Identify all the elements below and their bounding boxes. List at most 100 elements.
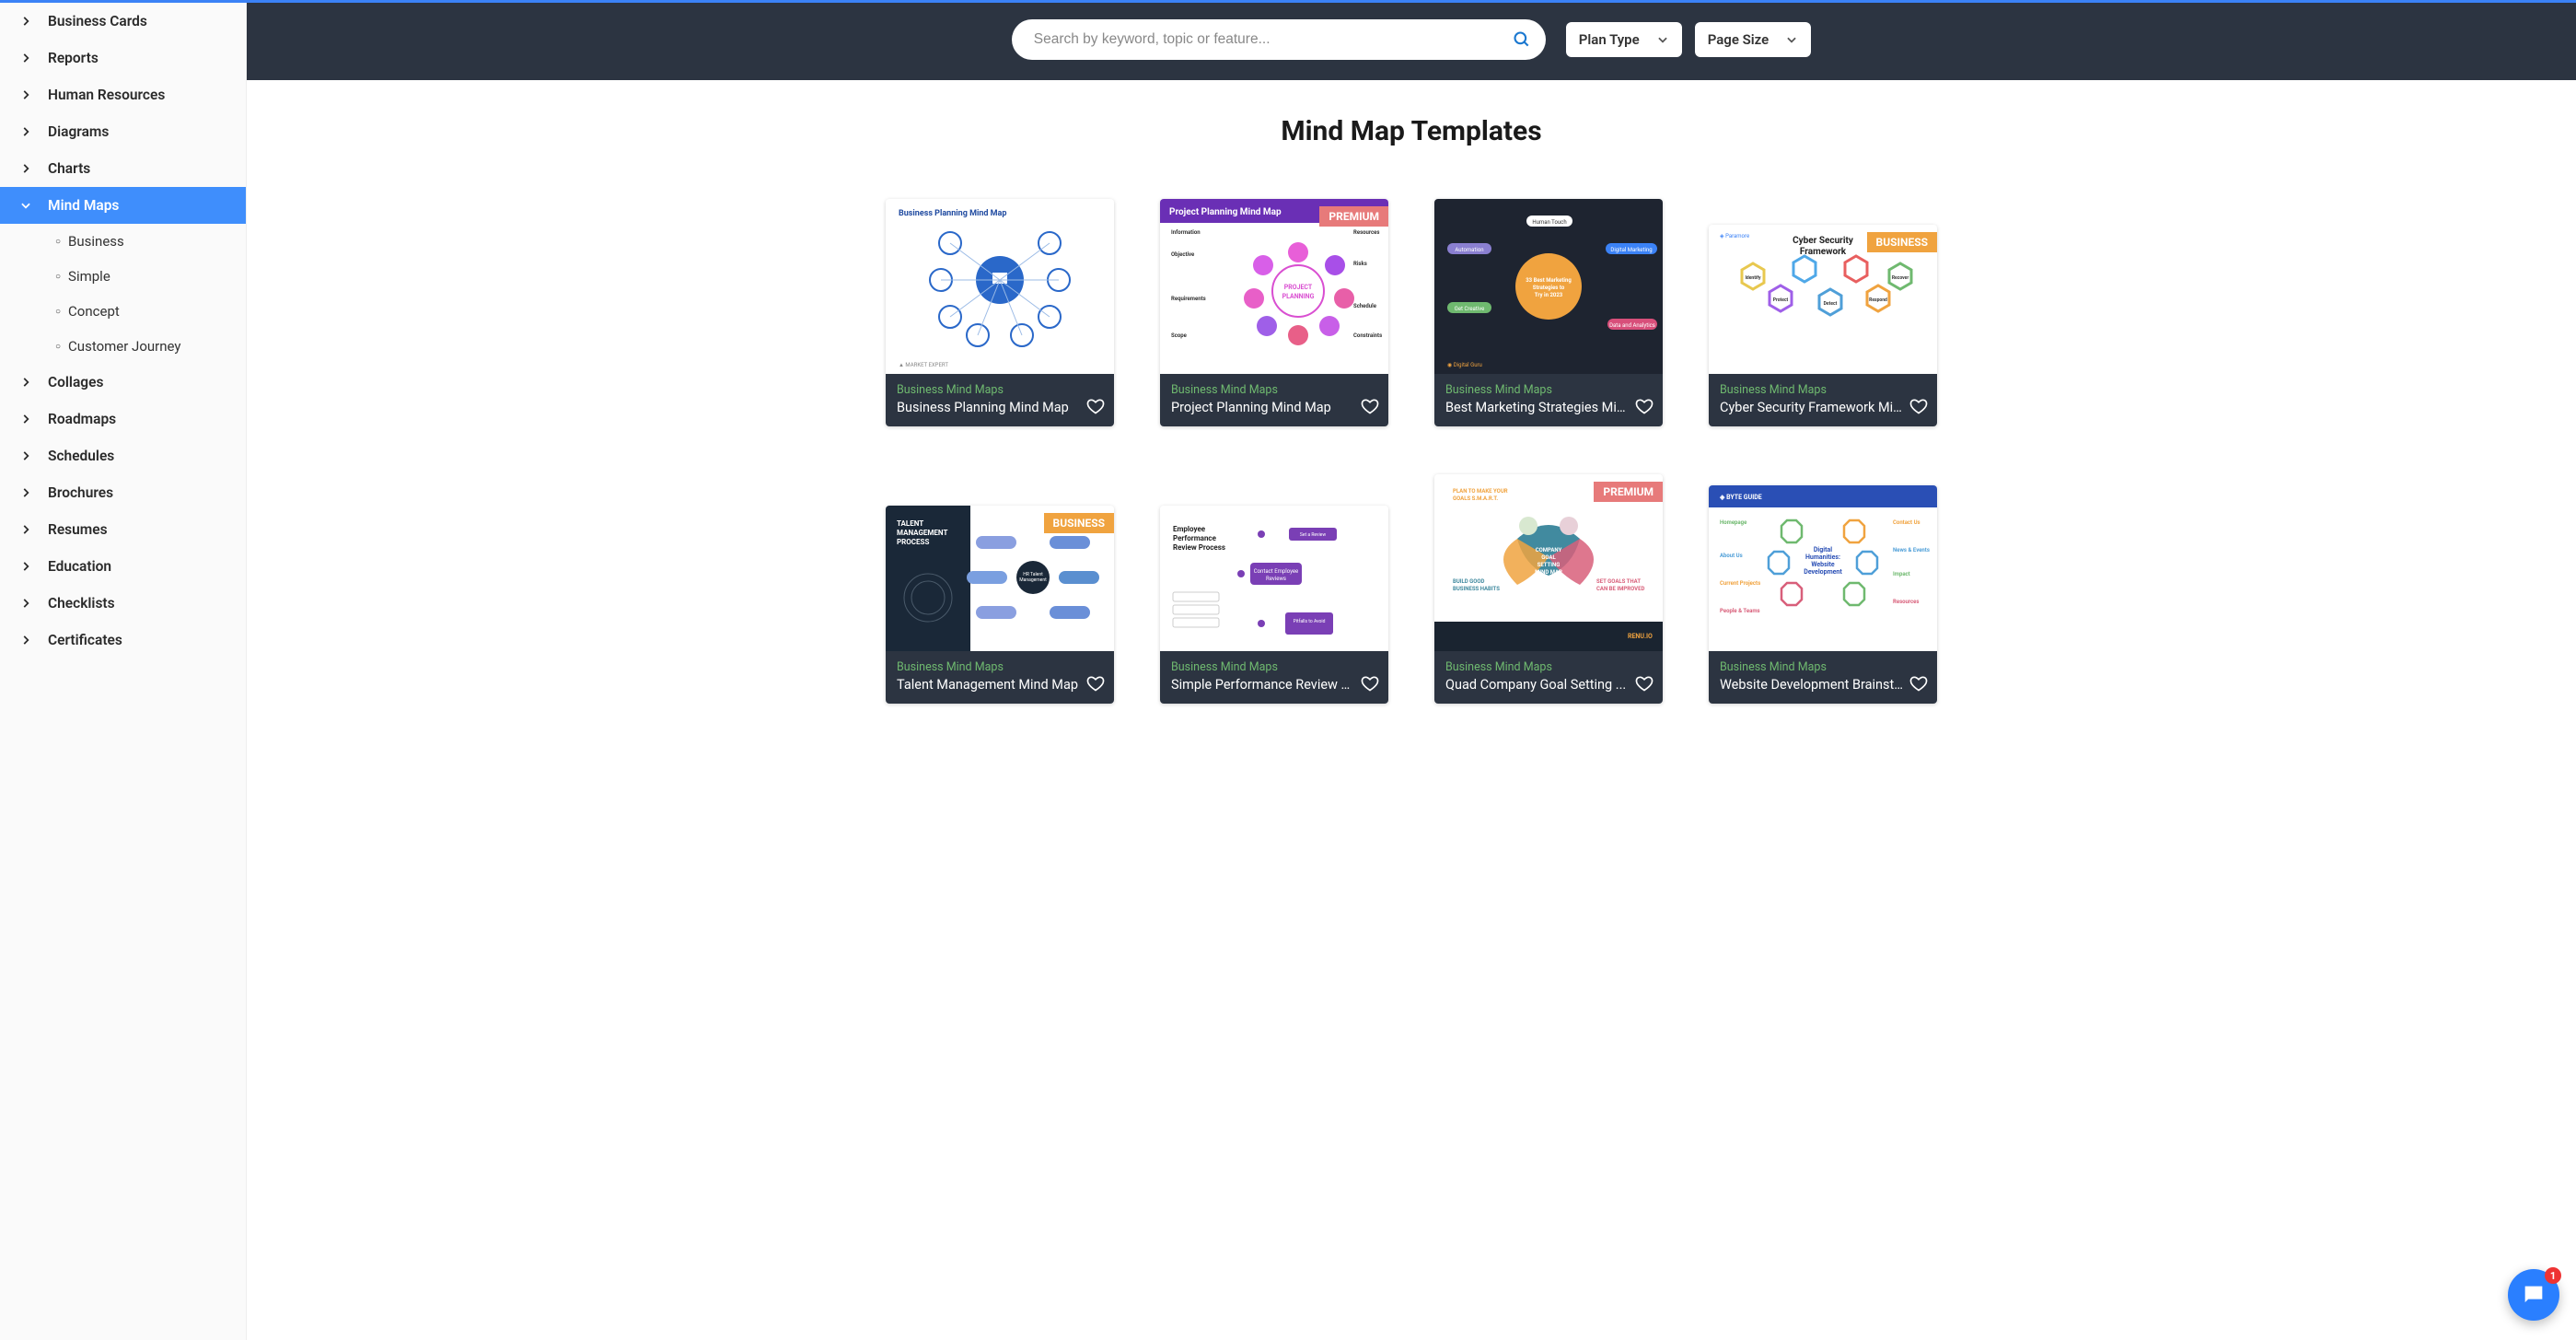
sidebar-item-label: Charts — [48, 160, 90, 177]
svg-text:Objective: Objective — [1171, 251, 1195, 258]
svg-text:SET GOALS THAT: SET GOALS THAT — [1596, 578, 1641, 585]
sidebar-item-collages[interactable]: Collages — [0, 364, 246, 401]
sidebar-item-schedules[interactable]: Schedules — [0, 437, 246, 474]
svg-text:RENU.IO: RENU.IO — [1628, 633, 1653, 640]
sidebar-item-education[interactable]: Education — [0, 548, 246, 585]
sidebar-item-label: Collages — [48, 374, 103, 390]
card-category: Business Mind Maps — [1171, 383, 1377, 397]
svg-text:◈ Paramore: ◈ Paramore — [1720, 233, 1749, 239]
card-badge: PREMIUM — [1319, 206, 1388, 227]
sidebar-item-label: Education — [48, 558, 111, 575]
sidebar-item-certificates[interactable]: Certificates — [0, 622, 246, 658]
sidebar-item-business-cards[interactable]: Business Cards — [0, 3, 246, 40]
search-bar-area: Plan Type Page Size — [247, 3, 2576, 80]
sidebar-item-charts[interactable]: Charts — [0, 150, 246, 187]
card-title: Cyber Security Framework Min... — [1720, 400, 1926, 415]
svg-text:Contact Employee: Contact Employee — [1254, 568, 1299, 575]
card-title: Project Planning Mind Map — [1171, 400, 1377, 415]
filter-page-size[interactable]: Page Size — [1695, 22, 1812, 57]
card-title: Simple Performance Review M... — [1171, 677, 1377, 693]
template-card[interactable]: ◈ BYTE GUIDE DigitalHumanities:WebsiteDe… — [1709, 485, 1937, 704]
sidebar-item-mind-maps[interactable]: Mind Maps — [0, 187, 246, 224]
sidebar-item-label: Business Cards — [48, 13, 147, 29]
svg-text:Employee: Employee — [1173, 525, 1206, 533]
sidebar-item-label: Brochures — [48, 484, 113, 501]
sidebar-sub-item-concept[interactable]: Concept — [55, 294, 246, 329]
template-card[interactable]: Business Planning Mind Map ▲ MARKET EXPE… — [886, 199, 1114, 426]
sidebar-item-label: Mind Maps — [48, 197, 119, 214]
sidebar-item-label: Human Resources — [48, 87, 165, 103]
favorite-icon[interactable] — [1909, 397, 1928, 415]
template-card[interactable]: PREMIUM Project Planning Mind Map PROJECT… — [1160, 199, 1388, 426]
svg-text:GOAL: GOAL — [1541, 554, 1556, 561]
svg-text:Performance: Performance — [1173, 534, 1217, 542]
template-card[interactable]: BUSINESSCyber SecurityFramework Identify… — [1709, 225, 1937, 426]
favorite-icon[interactable] — [1635, 397, 1654, 415]
svg-text:Try in 2023: Try in 2023 — [1535, 292, 1563, 298]
chat-badge: 1 — [2545, 1267, 2561, 1284]
sidebar-sub-item-customer-journey[interactable]: Customer Journey — [55, 329, 246, 364]
main-content: Plan TypePage Size Mind Map Templates Bu… — [247, 3, 2576, 1340]
chevron-right-icon — [17, 634, 35, 647]
card-footer: Business Mind Maps Quad Company Goal Sett… — [1434, 651, 1663, 704]
sidebar-item-checklists[interactable]: Checklists — [0, 585, 246, 622]
svg-text:Human Touch: Human Touch — [1532, 219, 1566, 226]
sidebar-item-label: Schedules — [48, 448, 114, 464]
svg-text:COMPANY: COMPANY — [1536, 547, 1562, 553]
svg-text:Resources: Resources — [1893, 599, 1920, 605]
template-card[interactable]: 33 Best MarketingStrategies toTry in 202… — [1434, 199, 1663, 426]
template-card[interactable]: EmployeePerformanceReview Process Contac… — [1160, 506, 1388, 704]
svg-text:33 Best Marketing: 33 Best Marketing — [1526, 277, 1572, 284]
sidebar-item-resumes[interactable]: Resumes — [0, 511, 246, 548]
svg-text:CAN BE IMPROVED: CAN BE IMPROVED — [1596, 586, 1644, 592]
chevron-right-icon — [17, 523, 35, 536]
svg-text:Framework: Framework — [1800, 247, 1847, 257]
card-category: Business Mind Maps — [1445, 660, 1652, 674]
template-card[interactable]: BUSINESS TALENTMANAGEMENTPROCESS HR Tale… — [886, 506, 1114, 704]
card-thumbnail: EmployeePerformanceReview Process Contac… — [1160, 506, 1388, 651]
sidebar-item-label: Roadmaps — [48, 411, 116, 427]
search-input[interactable] — [1034, 31, 1513, 48]
favorite-icon[interactable] — [1635, 674, 1654, 693]
template-card[interactable]: PREMIUM PLAN TO MAKE YOURGOALS S.M.A.R.T… — [1434, 474, 1663, 704]
svg-text:PLANNING: PLANNING — [1282, 293, 1315, 300]
favorite-icon[interactable] — [1086, 397, 1105, 415]
svg-text:◉ Digital Guru: ◉ Digital Guru — [1447, 362, 1482, 368]
card-title: Best Marketing Strategies Min... — [1445, 400, 1652, 415]
chevron-right-icon — [17, 15, 35, 28]
svg-text:Contact Us: Contact Us — [1893, 519, 1920, 526]
card-footer: Business Mind MapsSimple Performance Rev… — [1160, 651, 1388, 704]
card-title: Quad Company Goal Setting ... — [1445, 677, 1652, 693]
svg-text:Recover: Recover — [1892, 275, 1909, 281]
card-category: Business Mind Maps — [897, 660, 1103, 674]
sidebar-item-human-resources[interactable]: Human Resources — [0, 76, 246, 113]
svg-text:PLAN TO MAKE YOUR: PLAN TO MAKE YOUR — [1453, 488, 1508, 495]
filter-plan-type[interactable]: Plan Type — [1566, 22, 1682, 57]
sidebar-item-diagrams[interactable]: Diagrams — [0, 113, 246, 150]
sidebar-item-roadmaps[interactable]: Roadmaps — [0, 401, 246, 437]
chevron-right-icon — [17, 449, 35, 462]
card-title: Talent Management Mind Map — [897, 677, 1103, 693]
sidebar-item-label: Certificates — [48, 632, 122, 648]
sidebar-item-label: Resumes — [48, 521, 108, 538]
chevron-right-icon — [17, 88, 35, 101]
favorite-icon[interactable] — [1909, 674, 1928, 693]
favorite-icon[interactable] — [1361, 397, 1379, 415]
chat-widget[interactable]: 1 — [2508, 1269, 2559, 1321]
favorite-icon[interactable] — [1086, 674, 1105, 693]
chevron-down-icon — [1656, 33, 1669, 46]
sidebar-sub-item-business[interactable]: Business — [55, 224, 246, 259]
sidebar-item-reports[interactable]: Reports — [0, 40, 246, 76]
svg-text:PROJECT: PROJECT — [1284, 284, 1313, 291]
sidebar-sub-item-simple[interactable]: Simple — [55, 259, 246, 294]
card-badge: BUSINESS — [1867, 232, 1937, 252]
search-icon[interactable] — [1513, 30, 1531, 49]
svg-text:People & Teams: People & Teams — [1720, 608, 1760, 614]
chevron-down-icon — [1785, 33, 1798, 46]
svg-text:Data and Analytics: Data and Analytics — [1609, 322, 1655, 329]
card-footer: Business Mind MapsBusiness Planning Mind… — [886, 374, 1114, 426]
sidebar-item-label: Reports — [48, 50, 99, 66]
svg-text:Cyber Security: Cyber Security — [1793, 236, 1854, 246]
sidebar-item-brochures[interactable]: Brochures — [0, 474, 246, 511]
favorite-icon[interactable] — [1361, 674, 1379, 693]
